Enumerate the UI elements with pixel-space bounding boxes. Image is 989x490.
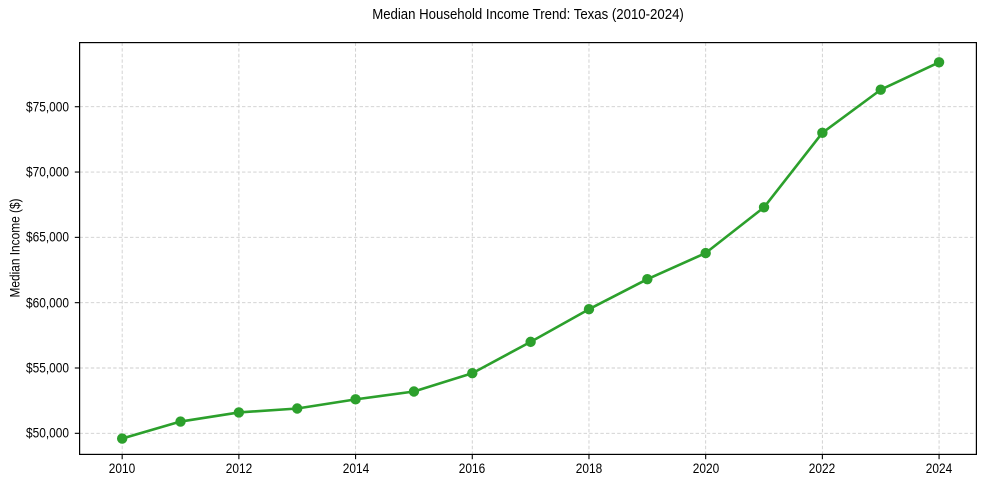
plot-area (74, 42, 977, 460)
x-tick-label: 2012 (225, 461, 253, 476)
data-point (350, 394, 361, 405)
y-tick-label: $70,000 (26, 164, 69, 180)
data-point (408, 386, 420, 397)
chart-title: Median Household Income Trend: Texas (20… (372, 6, 684, 23)
data-point (583, 304, 595, 315)
y-tick-label: $75,000 (26, 98, 69, 114)
data-point (642, 273, 653, 285)
y-tick-label: $65,000 (26, 229, 69, 245)
data-point (875, 84, 886, 95)
data-point (758, 202, 770, 213)
x-tick-label: 2014 (342, 461, 369, 476)
data-point (175, 416, 186, 427)
x-tick-label: 2022 (809, 461, 836, 476)
y-axis-label: Median Income ($) (7, 198, 23, 298)
axes-spines (79, 42, 977, 455)
x-tick-label: 2018 (575, 461, 603, 476)
line-chart-svg (74, 42, 977, 460)
y-tick-label: $60,000 (26, 294, 69, 310)
data-point (233, 407, 245, 418)
trend-line (120, 61, 941, 440)
data-point (933, 57, 945, 68)
data-point (817, 127, 828, 139)
x-tick-label: 2024 (925, 461, 953, 476)
y-tick-label: $50,000 (26, 425, 69, 441)
x-tick-label: 2020 (692, 461, 719, 476)
data-point (525, 336, 536, 348)
x-tick-label: 2010 (108, 461, 136, 476)
data-point (292, 403, 303, 414)
data-point (700, 247, 711, 259)
data-point (467, 368, 478, 379)
x-tick-label: 2016 (459, 461, 486, 476)
y-tick-label: $55,000 (26, 360, 69, 376)
data-point (116, 433, 128, 444)
